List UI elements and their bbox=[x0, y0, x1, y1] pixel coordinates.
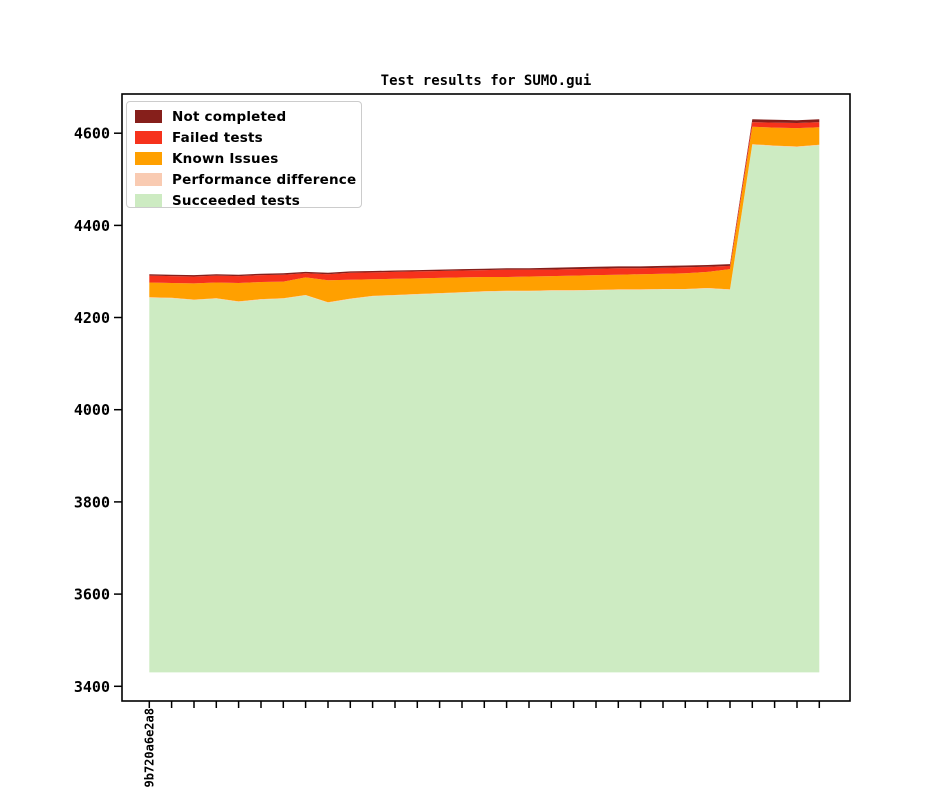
legend-label: Performance difference bbox=[172, 171, 357, 188]
y-tick-label: 3600 bbox=[74, 586, 110, 604]
y-tick-label: 4200 bbox=[74, 309, 110, 327]
legend-label: Not completed bbox=[172, 108, 287, 125]
x-tick-label-commit-hash: 9b720a6e2a8 bbox=[142, 708, 156, 787]
area-known-issues bbox=[149, 126, 820, 303]
chart-title: Test results for SUMO.gui bbox=[380, 73, 592, 89]
y-tick-label: 4400 bbox=[74, 217, 110, 235]
legend-label: Succeeded tests bbox=[172, 192, 300, 209]
legend-swatch-not-completed bbox=[135, 110, 162, 123]
y-tick-label: 3800 bbox=[74, 493, 110, 511]
area-succeeded-tests bbox=[149, 144, 820, 673]
plot-border bbox=[121, 93, 851, 702]
legend-swatch-known-issues bbox=[135, 152, 162, 165]
y-tick-label: 4600 bbox=[74, 125, 110, 143]
y-tick-label: 4000 bbox=[74, 401, 110, 419]
legend-entry-not-completed: Not completed bbox=[127, 106, 361, 127]
legend-entry-known-issues: Known Issues bbox=[127, 148, 361, 169]
legend-label: Known Issues bbox=[172, 150, 279, 167]
legend-entry-failed-tests: Failed tests bbox=[127, 127, 361, 148]
legend-entry-performance-difference: Performance difference bbox=[127, 169, 361, 190]
legend-swatch-succeeded-tests bbox=[135, 194, 162, 207]
legend-swatch-performance-difference bbox=[135, 173, 162, 186]
y-tick-label: 3400 bbox=[74, 678, 110, 696]
legend-label: Failed tests bbox=[172, 129, 263, 146]
legend-swatch-failed-tests bbox=[135, 131, 162, 144]
legend-box: Not completed Failed tests Known Issues … bbox=[126, 101, 362, 211]
legend-entry-succeeded-tests: Succeeded tests bbox=[127, 190, 361, 211]
